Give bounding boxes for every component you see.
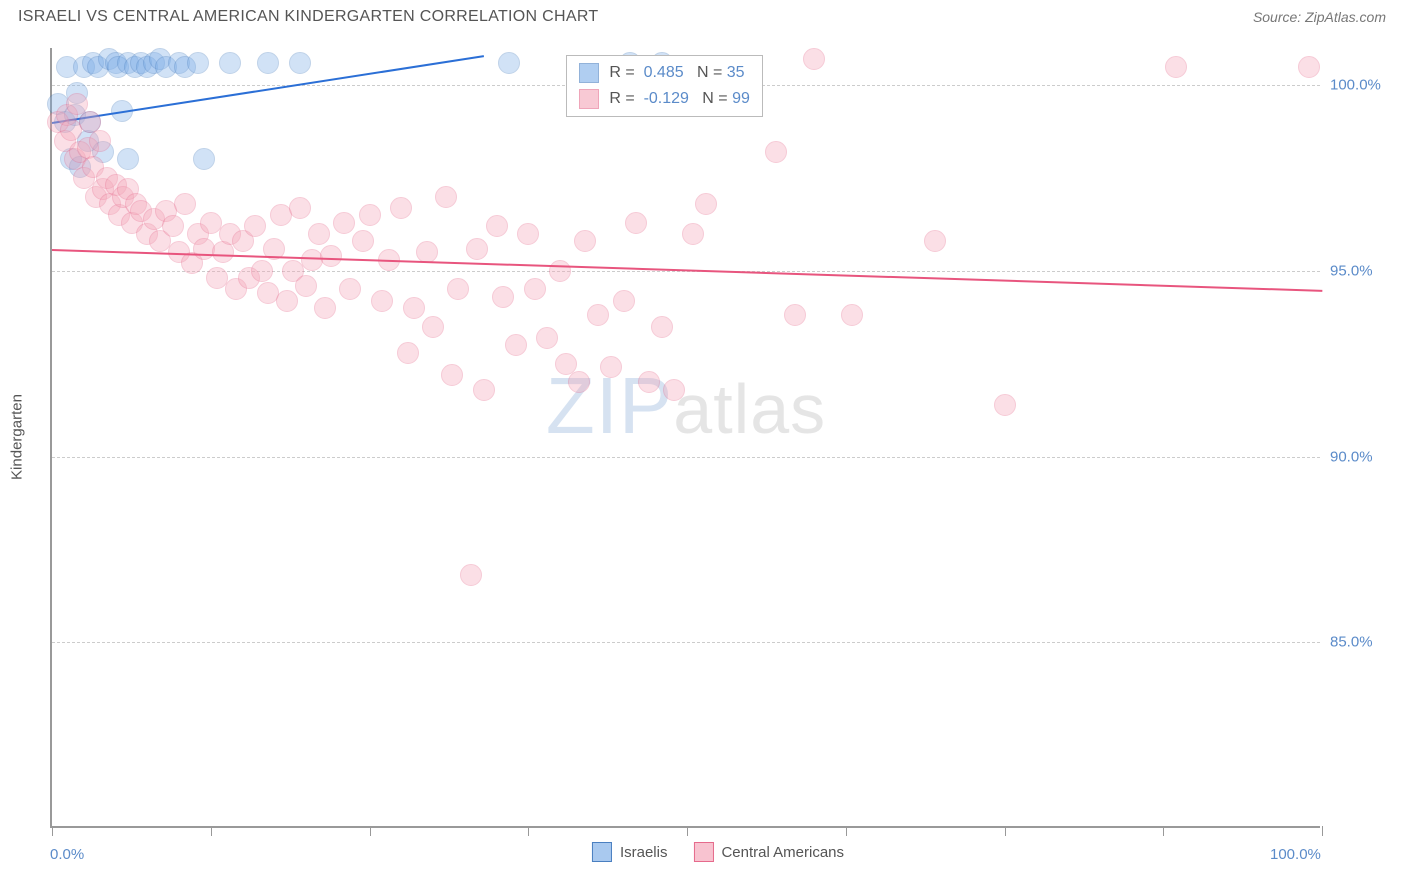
data-point (524, 278, 546, 300)
data-point (1298, 56, 1320, 78)
data-point (600, 356, 622, 378)
data-point (289, 197, 311, 219)
swatch-icon (579, 89, 599, 109)
data-point (663, 379, 685, 401)
data-point (390, 197, 412, 219)
legend-label: Central Americans (721, 844, 844, 861)
data-point (295, 275, 317, 297)
y-axis-label: Kindergarten (9, 394, 26, 480)
data-point (289, 52, 311, 74)
data-point (568, 371, 590, 393)
data-point (473, 379, 495, 401)
x-tick (1005, 826, 1006, 836)
data-point (994, 394, 1016, 416)
data-point (403, 297, 425, 319)
legend-item: Israelis (592, 842, 668, 862)
data-point (466, 238, 488, 260)
legend-label: Israelis (620, 844, 668, 861)
data-point (1165, 56, 1187, 78)
stats-box: R = 0.485 N = 35R = -0.129 N = 99 (566, 55, 763, 116)
data-point (320, 245, 342, 267)
data-point (924, 230, 946, 252)
data-point (359, 204, 381, 226)
y-tick-label: 90.0% (1330, 448, 1373, 465)
x-tick-label: 0.0% (50, 846, 84, 863)
x-tick (211, 826, 212, 836)
data-point (333, 212, 355, 234)
data-point (257, 52, 279, 74)
data-point (244, 215, 266, 237)
data-point (765, 141, 787, 163)
swatch-icon (693, 842, 713, 862)
y-tick-label: 85.0% (1330, 634, 1373, 651)
data-point (536, 327, 558, 349)
data-point (117, 148, 139, 170)
data-point (486, 215, 508, 237)
legend-item: Central Americans (693, 842, 844, 862)
x-tick (528, 826, 529, 836)
x-tick (687, 826, 688, 836)
watermark: ZIPatlas (546, 360, 826, 452)
data-point (587, 304, 609, 326)
data-point (803, 48, 825, 70)
data-point (276, 290, 298, 312)
stats-row: R = 0.485 N = 35 (579, 60, 750, 86)
data-point (193, 148, 215, 170)
y-tick-label: 100.0% (1330, 77, 1381, 94)
data-point (89, 130, 111, 152)
data-point (498, 52, 520, 74)
source-text: Source: ZipAtlas.com (1253, 9, 1386, 25)
x-tick (1322, 826, 1323, 836)
data-point (695, 193, 717, 215)
data-point (435, 186, 457, 208)
x-tick-label: 100.0% (1270, 846, 1321, 863)
data-point (352, 230, 374, 252)
data-point (314, 297, 336, 319)
stats-text: R = 0.485 N = 35 (609, 60, 744, 86)
data-point (397, 342, 419, 364)
data-point (187, 52, 209, 74)
data-point (784, 304, 806, 326)
data-point (517, 223, 539, 245)
data-point (371, 290, 393, 312)
data-point (638, 371, 660, 393)
data-point (339, 278, 361, 300)
data-point (549, 260, 571, 282)
data-point (162, 215, 184, 237)
chart-title: ISRAELI VS CENTRAL AMERICAN KINDERGARTEN… (18, 8, 598, 26)
data-point (682, 223, 704, 245)
y-tick-label: 95.0% (1330, 262, 1373, 279)
gridline (52, 642, 1320, 643)
data-point (574, 230, 596, 252)
plot-area: Kindergarten ZIPatlas R = 0.485 N = 35R … (50, 48, 1320, 828)
swatch-icon (579, 63, 599, 83)
data-point (441, 364, 463, 386)
x-tick (370, 826, 371, 836)
data-point (422, 316, 444, 338)
x-tick (846, 826, 847, 836)
data-point (308, 223, 330, 245)
stats-text: R = -0.129 N = 99 (609, 86, 750, 112)
data-point (251, 260, 273, 282)
data-point (841, 304, 863, 326)
data-point (625, 212, 647, 234)
data-point (174, 193, 196, 215)
x-tick (1163, 826, 1164, 836)
x-tick (52, 826, 53, 836)
data-point (492, 286, 514, 308)
swatch-icon (592, 842, 612, 862)
data-point (505, 334, 527, 356)
legend: Israelis Central Americans (592, 842, 844, 862)
data-point (651, 316, 673, 338)
data-point (219, 52, 241, 74)
data-point (613, 290, 635, 312)
data-point (460, 564, 482, 586)
gridline (52, 457, 1320, 458)
data-point (447, 278, 469, 300)
stats-row: R = -0.129 N = 99 (579, 86, 750, 112)
chart-container: Kindergarten ZIPatlas R = 0.485 N = 35R … (50, 48, 1386, 828)
